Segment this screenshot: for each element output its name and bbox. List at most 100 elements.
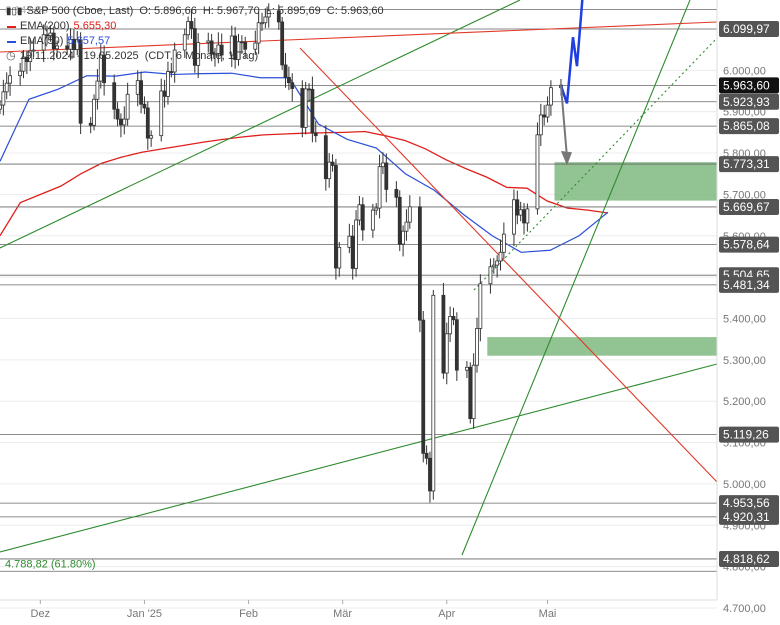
projection-arrows	[559, 0, 584, 166]
candle-down	[102, 54, 107, 84]
y-tick-label: 5.300,00	[723, 355, 766, 367]
instrument-name: S&P 500 (Cboe, Last)	[26, 5, 134, 17]
legend-ema200[interactable]: EMA(200) 5.655,30	[6, 19, 384, 34]
trend-red-upper	[0, 21, 718, 53]
candle-down	[145, 107, 150, 139]
candle-up	[18, 70, 23, 77]
x-tick-label: Dez	[31, 608, 51, 620]
candle-down	[51, 32, 56, 50]
candle-up	[1, 91, 6, 106]
date-range: 19.11.2024 - 19.05.2025	[19, 50, 139, 62]
candle-down	[115, 108, 120, 120]
candle-down	[421, 319, 426, 454]
candle-up	[401, 230, 405, 245]
blue-projection-arrow	[559, 0, 584, 104]
candle-up	[122, 118, 127, 126]
legend-range: ◷ 19.11.2024 - 19.05.2025 (CDT, 6 Monate…	[6, 49, 384, 64]
candle-up	[303, 88, 308, 128]
price-tag-label: 5.865,08	[723, 119, 770, 133]
zone-rect	[487, 337, 717, 356]
price-tag-label: 4.953,56	[723, 496, 770, 510]
y-tick-label: 4.700,00	[723, 603, 766, 615]
candle-up	[377, 166, 382, 209]
candle-up	[488, 266, 493, 285]
y-tick-label: 5.700,00	[723, 189, 766, 201]
price-tag-label: 5.669,67	[723, 200, 770, 214]
candle-down	[397, 196, 402, 245]
candle-up	[263, 16, 268, 24]
ema200-line	[0, 130, 609, 237]
candle-up	[92, 98, 96, 126]
candle-up	[518, 209, 523, 216]
candle-up	[525, 208, 530, 224]
price-tag-box	[719, 495, 779, 512]
price-tag-label: 5.773,31	[723, 157, 770, 171]
trend-lines	[0, 0, 718, 556]
candle-down	[142, 103, 147, 109]
grid-lines	[0, 28, 717, 609]
candle-down	[313, 132, 318, 137]
candle-down	[428, 457, 432, 492]
candle-down	[310, 88, 315, 134]
candle-up	[213, 53, 217, 56]
faint-level-label: 6.147,43	[5, 4, 48, 16]
candle-up	[266, 10, 271, 18]
price-tags: 6.216,376.147,436.099,975.963,605.923,93…	[5, 4, 779, 570]
candle-down	[119, 118, 123, 126]
candle-up	[159, 90, 164, 137]
support-zones	[487, 162, 717, 356]
candle-up	[256, 22, 261, 44]
candle-down	[468, 366, 473, 419]
price-tag-box	[719, 426, 779, 443]
trend-red-down	[299, 47, 718, 483]
price-tag-box	[719, 20, 779, 37]
price-tag-box	[719, 77, 779, 94]
candle-down	[162, 90, 167, 97]
trend-green-upper	[0, 0, 521, 249]
candle-up	[236, 41, 241, 60]
candle-down	[276, 10, 281, 23]
horizontal-levels	[0, 8, 717, 572]
candle-up	[357, 204, 362, 221]
high-value: H: 5.967,70	[202, 5, 260, 17]
trend-green-steep	[461, 0, 691, 556]
close-value: C: 5.963,60	[326, 5, 384, 17]
candle-up	[31, 49, 36, 52]
candle-up	[41, 34, 46, 51]
period-info: (CDT, 6 Monate, 1 Tag)	[144, 50, 259, 62]
y-tick-label: 5.200,00	[723, 396, 766, 408]
candle-up	[172, 49, 177, 73]
candle-up	[512, 199, 516, 235]
candle-up	[498, 251, 503, 262]
candle-up	[491, 264, 496, 268]
candle-down	[88, 122, 93, 126]
x-tick-label: Apr	[438, 608, 455, 620]
ema200-label: EMA(200)	[20, 20, 70, 32]
candle-up	[4, 82, 9, 93]
candle-down	[323, 135, 328, 180]
x-tick-label: Jan '25	[127, 608, 162, 620]
zone-rect	[554, 162, 717, 201]
candle-up	[431, 294, 436, 492]
candle-down	[334, 165, 338, 269]
candle-down	[417, 206, 422, 321]
legend-ema50[interactable]: EMA(50) 5.657,57	[6, 34, 384, 49]
x-tick-label: Feb	[239, 608, 258, 620]
candle-up	[95, 80, 100, 100]
candle-down	[300, 88, 305, 128]
price-tag-box	[719, 236, 779, 253]
gray-arrowhead	[560, 150, 572, 166]
candle-up	[0, 104, 2, 110]
gray-projection-arrow	[559, 85, 568, 158]
candle-down	[283, 64, 288, 78]
candle-up	[166, 71, 170, 97]
candle-down	[515, 199, 520, 216]
candle-up	[495, 260, 500, 266]
candle-down	[243, 41, 248, 50]
candle-up	[21, 56, 26, 72]
candle-down	[307, 88, 311, 91]
candle-down	[441, 294, 446, 374]
candle-up	[327, 161, 332, 180]
candle-down	[286, 76, 291, 84]
